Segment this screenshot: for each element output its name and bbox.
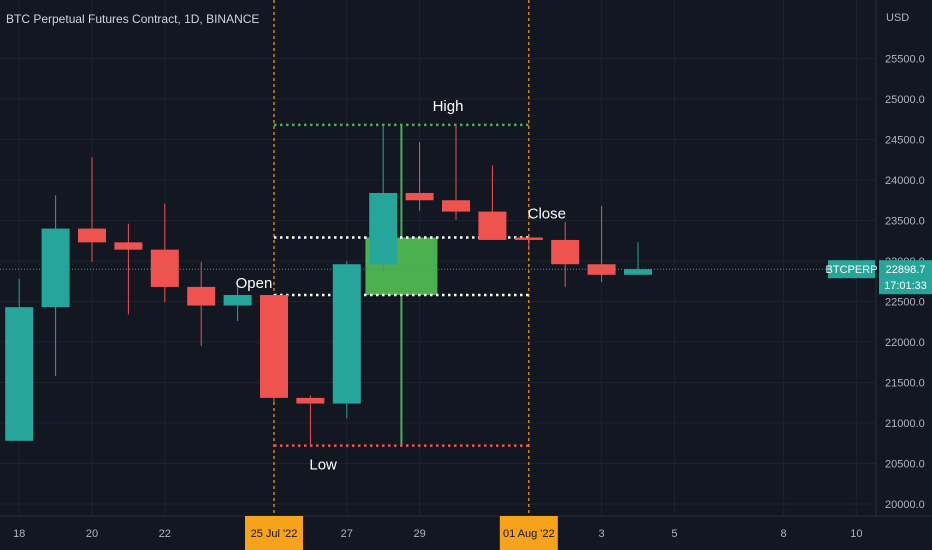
price-axis-tick-label: 24500.0 (885, 135, 925, 147)
time-axis-date-flag-label: 01 Aug '22 (503, 528, 555, 540)
price-tag-countdown: 17:01:33 (884, 280, 927, 292)
daily-candle[interactable] (296, 395, 325, 446)
candle-body (78, 228, 106, 243)
time-axis-date-flag (245, 516, 303, 550)
time-axis-tick-label: 20 (86, 528, 98, 540)
candle-body (150, 249, 179, 287)
price-axis-currency: USD (886, 12, 909, 24)
candle-body (624, 269, 652, 275)
daily-candle[interactable] (405, 141, 434, 211)
time-axis-tick-label: 3 (599, 528, 605, 540)
candle-body (5, 307, 34, 441)
daily-candle[interactable] (551, 222, 580, 287)
candle-body (296, 397, 325, 404)
time-axis-tick-label: 29 (413, 528, 425, 540)
current-price-tag: BTCPERP 22898.7 17:01:33 (0, 260, 932, 295)
price-tag-value: 22898.7 (886, 264, 926, 276)
price-axis-tick-label: 25500.0 (885, 54, 925, 66)
daily-candle[interactable] (114, 223, 143, 315)
daily-candle[interactable] (187, 261, 216, 347)
date-marker-lines (273, 0, 530, 516)
candle-body (551, 239, 580, 265)
daily-candle[interactable] (78, 157, 106, 262)
price-axis-tick-label: 20500.0 (885, 459, 925, 471)
candle-body (587, 264, 616, 275)
daily-candles[interactable] (5, 124, 652, 446)
candle-body (478, 211, 507, 240)
daily-candle[interactable] (624, 242, 652, 275)
candle-body (114, 242, 143, 250)
time-axis-tick-label: 22 (159, 528, 171, 540)
annotations: High Open Close Low (236, 98, 566, 474)
time-axis-tick-label: 27 (341, 528, 353, 540)
chart-title: BTC Perpetual Futures Contract, 1D, BINA… (6, 12, 260, 26)
price-axis-tick-label: 24000.0 (885, 175, 925, 187)
price-axis-tick-label: 25000.0 (885, 94, 925, 106)
candle-body (187, 286, 216, 306)
annotation-low: Low (309, 457, 337, 474)
daily-candle[interactable] (41, 195, 70, 377)
daily-candle[interactable] (260, 295, 288, 402)
daily-candle[interactable] (5, 278, 34, 441)
candle-body (260, 295, 288, 398)
daily-candle[interactable] (478, 165, 507, 240)
price-tag (879, 260, 932, 295)
symbol-tag-label: BTCPERP (826, 264, 878, 276)
price-axis-tick-label: 21500.0 (885, 378, 925, 390)
time-axis-tick-label: 5 (671, 528, 677, 540)
annotation-high: High (433, 98, 464, 115)
daily-candle[interactable] (369, 124, 398, 273)
candle-body (405, 192, 434, 201)
price-axis-tick-label: 21000.0 (885, 418, 925, 430)
daily-candle[interactable] (442, 124, 470, 220)
annotation-close: Close (528, 206, 566, 223)
candle-body (442, 200, 470, 212)
time-axis-tick-label: 18 (13, 528, 25, 540)
price-axis-tick-label: 20000.0 (885, 499, 925, 511)
daily-candle[interactable] (514, 235, 543, 251)
candle-body (223, 295, 252, 306)
price-axis-tick-label: 22000.0 (885, 337, 925, 349)
candle-body (332, 264, 361, 404)
price-axis-tick-label: 22500.0 (885, 297, 925, 309)
time-axis-date-flag (499, 516, 558, 550)
annotation-open: Open (236, 275, 273, 292)
daily-candle[interactable] (150, 203, 179, 303)
symbol-tag (828, 260, 875, 279)
candle-body (369, 192, 398, 265)
candle-body (514, 237, 543, 240)
time-axis[interactable]: 18 20 22 25 Jul '22 27 29 01 Aug '22 3 5 8 10 (0, 515, 932, 550)
price-axis[interactable]: USD 20000.0 20500.0 21000.0 21500.0 22000.0 22… (875, 0, 925, 516)
daily-candle[interactable] (223, 283, 252, 321)
price-axis-tick-label: 23500.0 (885, 216, 925, 228)
time-axis-date-flag-label: 25 Jul '22 (251, 528, 298, 540)
time-axis-tick-label: 8 (781, 528, 787, 540)
daily-candle[interactable] (332, 261, 361, 419)
time-axis-tick-label: 10 (850, 528, 862, 540)
candle-body (41, 228, 70, 308)
daily-candle[interactable] (587, 205, 616, 283)
